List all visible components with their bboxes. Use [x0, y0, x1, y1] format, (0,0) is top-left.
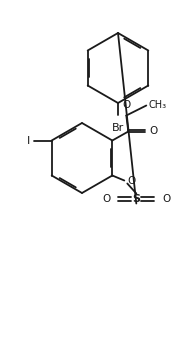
Text: O: O — [162, 193, 171, 203]
Text: S: S — [132, 193, 140, 203]
Text: Br: Br — [112, 123, 124, 133]
Text: O: O — [127, 175, 136, 185]
Text: O: O — [102, 193, 110, 203]
Text: O: O — [149, 126, 158, 137]
Text: CH₃: CH₃ — [148, 100, 166, 109]
Text: I: I — [26, 136, 30, 145]
Text: O: O — [122, 101, 130, 110]
